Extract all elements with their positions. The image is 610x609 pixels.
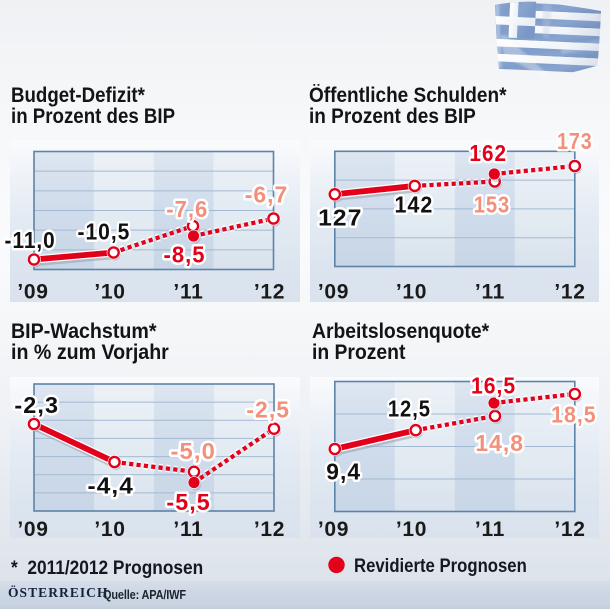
svg-text:’11: ’11 xyxy=(173,280,203,303)
svg-text:162: 162 xyxy=(469,140,507,167)
svg-text:’10: ’10 xyxy=(94,280,125,303)
svg-text:-11,0: -11,0 xyxy=(5,227,56,253)
svg-text:18,5: 18,5 xyxy=(551,401,597,427)
svg-text:’10: ’10 xyxy=(396,518,427,541)
svg-text:-7,6: -7,6 xyxy=(166,195,208,222)
svg-text:142: 142 xyxy=(394,192,433,218)
svg-text:’09: ’09 xyxy=(17,280,48,303)
svg-text:’11: ’11 xyxy=(475,518,505,541)
svg-text:’09: ’09 xyxy=(318,280,349,303)
svg-text:’12: ’12 xyxy=(554,280,585,303)
svg-text:’12: ’12 xyxy=(254,518,285,541)
svg-text:-2,5: -2,5 xyxy=(246,396,290,422)
svg-text:’12: ’12 xyxy=(254,280,285,303)
svg-text:12,5: 12,5 xyxy=(388,395,431,422)
svg-text:’10: ’10 xyxy=(396,280,427,303)
svg-text:’11: ’11 xyxy=(475,280,505,303)
svg-text:-4,4: -4,4 xyxy=(87,473,134,500)
svg-text:-10,5: -10,5 xyxy=(77,218,130,244)
svg-text:16,5: 16,5 xyxy=(471,372,516,398)
svg-text:’11: ’11 xyxy=(173,518,203,541)
svg-text:’10: ’10 xyxy=(94,518,125,541)
svg-text:-2,3: -2,3 xyxy=(14,392,59,418)
svg-text:-6,7: -6,7 xyxy=(245,181,289,207)
svg-text:’09: ’09 xyxy=(318,518,349,541)
svg-text:127: 127 xyxy=(318,205,362,231)
svg-text:-5,0: -5,0 xyxy=(170,439,215,465)
svg-text:-5,5: -5,5 xyxy=(166,489,210,515)
svg-text:’09: ’09 xyxy=(17,518,48,541)
svg-text:153: 153 xyxy=(474,191,510,218)
svg-text:14,8: 14,8 xyxy=(475,430,524,456)
svg-text:-8,5: -8,5 xyxy=(163,241,205,268)
svg-text:9,4: 9,4 xyxy=(326,458,361,484)
svg-text:173: 173 xyxy=(557,127,593,154)
svg-text:’12: ’12 xyxy=(554,518,585,541)
